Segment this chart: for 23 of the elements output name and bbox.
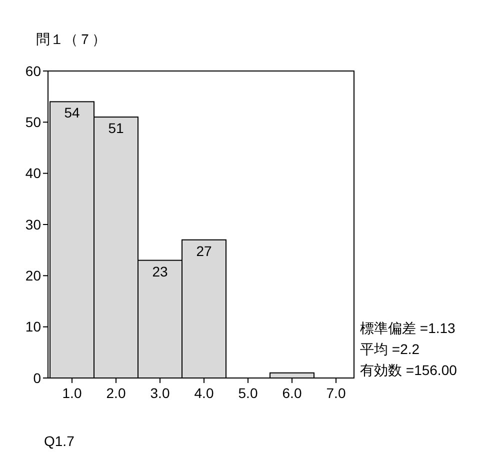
y-tick-label: 30: [25, 216, 42, 232]
data-label: 27: [196, 242, 212, 259]
x-tick-label: 7.0: [326, 385, 346, 401]
y-tick-label: 40: [25, 165, 42, 182]
text: 有効数 =156.00: [360, 362, 458, 378]
y-tick-label: 0: [33, 370, 42, 386]
x-tick-label: 5.0: [238, 385, 258, 401]
text: 標準偏差 =1.13: [360, 320, 456, 336]
x-tick-label: 6.0: [282, 385, 302, 401]
x-tick-label: 1.0: [62, 385, 82, 401]
chart-title: 問１（７）: [36, 31, 106, 47]
x-tick-label: 4.0: [194, 385, 214, 401]
data-label: 54: [64, 104, 80, 121]
y-tick-label: 10: [25, 318, 42, 335]
data-label: 23: [152, 263, 168, 280]
y-tick-label: 50: [25, 114, 42, 130]
y-tick-label: 20: [25, 268, 42, 284]
x-axis-title: Q1.7: [44, 433, 75, 449]
y-tick-label: 60: [25, 62, 42, 79]
text: 平均 =2.2: [360, 341, 420, 357]
data-label: 51: [108, 120, 124, 136]
x-tick-label: 3.0: [150, 385, 170, 401]
x-tick-label: 2.0: [106, 385, 126, 401]
